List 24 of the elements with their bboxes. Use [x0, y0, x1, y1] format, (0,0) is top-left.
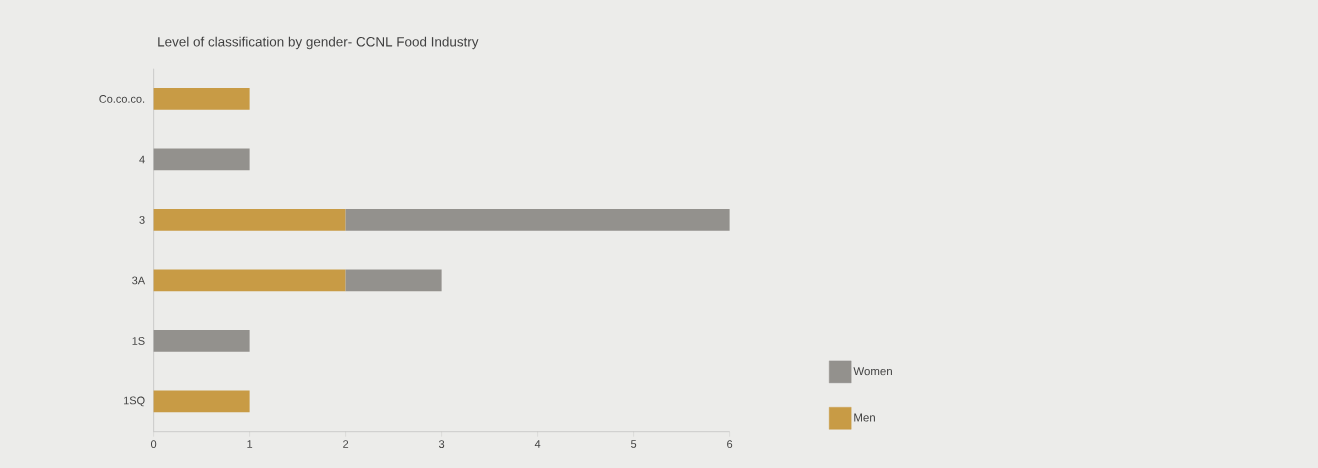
y-tick-label: 3A [132, 276, 146, 285]
y-tick-label: 4 [139, 155, 145, 164]
bar [153, 390, 250, 413]
legend-label: Men [854, 413, 875, 422]
bar [153, 88, 250, 110]
x-tick-label: 3 [438, 440, 445, 448]
bar [153, 148, 250, 171]
chart-title: Level of classification by gender- CCNL Food Industry [158, 36, 479, 50]
bar [153, 209, 346, 231]
y-tick-label: 3 [139, 216, 145, 224]
x-tick-label: 2 [343, 440, 349, 448]
bar [153, 269, 346, 292]
x-tick-label: 5 [631, 440, 637, 448]
bar [345, 209, 730, 231]
bar [153, 330, 250, 352]
y-tick-label: Co.co.co. [99, 95, 145, 103]
x-tick-label: 1 [247, 440, 253, 448]
bar [345, 269, 442, 292]
x-tick-label: 6 [727, 440, 733, 448]
x-tick-label: 4 [534, 440, 541, 448]
x-tick-label: 0 [150, 440, 157, 448]
legend-label: Women [853, 367, 892, 376]
y-tick-label: 1SQ [124, 396, 145, 407]
y-tick-label: 1S [132, 337, 145, 345]
